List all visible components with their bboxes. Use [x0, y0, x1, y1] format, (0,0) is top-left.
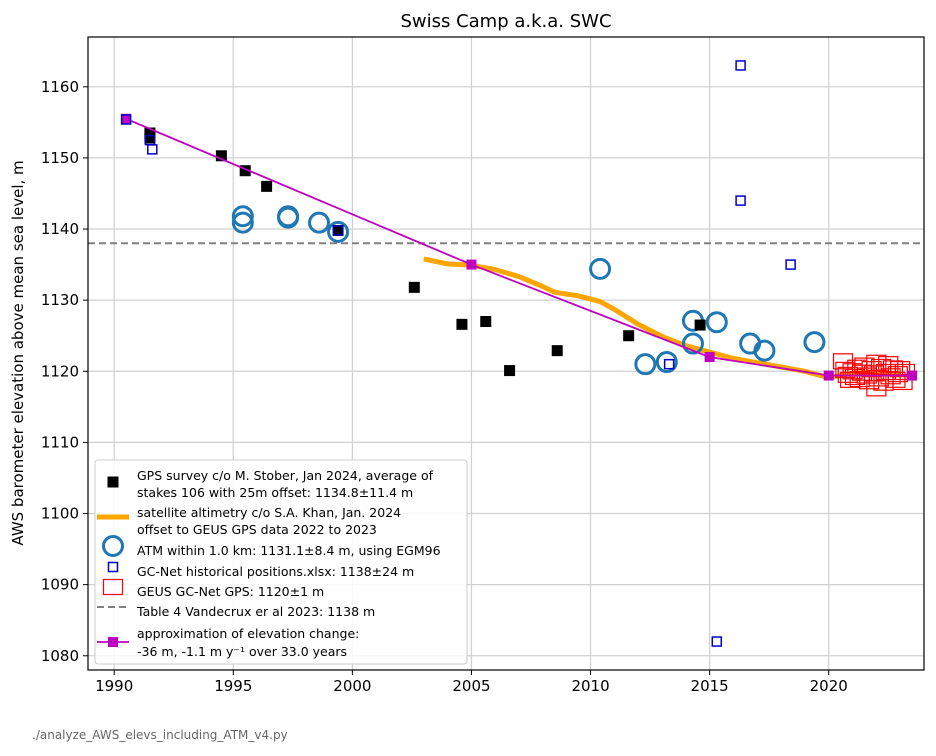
y-axis-label: AWS barometer elevation above mean sea l… [9, 160, 27, 545]
gps-survey-point [239, 165, 251, 177]
gcnet-historical-point [735, 195, 746, 206]
gcnet-historical-point [711, 636, 723, 647]
x-axis: 1990 1995 2000 2005 2010 2015 2020 [95, 670, 848, 695]
script-filename: ./analyze_AWS_elevs_including_ATM_v4.py [32, 728, 288, 742]
y-tick-label: 1140 [41, 220, 79, 238]
atm-point [327, 220, 350, 243]
legend-label: GEUS GC-Net GPS: 1120±1 m [137, 584, 324, 599]
y-tick-label: 1160 [41, 78, 79, 96]
y-tick-label: 1120 [41, 362, 79, 380]
gcnet-historical-point [663, 358, 675, 370]
atm-point [705, 311, 728, 334]
legend: GPS survey c/o M. Stober, Jan 2024, aver… [94, 459, 468, 665]
legend-swatch-marker [107, 561, 119, 573]
y-tick-label: 1130 [41, 291, 79, 309]
gcnet-historical-point [147, 144, 158, 155]
legend-entry-satellite: satellite altimetry c/o S.A. Khan, Jan. … [97, 505, 401, 537]
atm-point [681, 332, 704, 355]
gps-survey-point [215, 150, 227, 162]
atm-point [231, 205, 254, 228]
legend-label: Table 4 Vandecrux er al 2023: 1138 m [136, 604, 375, 619]
legend-swatch-marker [108, 637, 118, 647]
x-tick-label: 1990 [95, 677, 133, 695]
atm-point [803, 331, 826, 354]
geus-gps-point [892, 373, 913, 391]
legend-entry-gcnet_hist: GC-Net historical positions.xlsx: 1138±2… [107, 561, 414, 579]
legend-box [94, 459, 468, 665]
y-tick-label: 1100 [41, 505, 79, 523]
atm-point [655, 351, 678, 374]
legend-label: ATM within 1.0 km: 1131.1±8.4 m, using E… [137, 543, 441, 558]
gps-survey-point [332, 224, 344, 236]
x-tick-label: 2015 [691, 677, 729, 695]
x-tick-label: 2000 [333, 677, 371, 695]
legend-swatch-marker [102, 535, 124, 557]
gps-survey-point [623, 330, 635, 342]
geus-gps-point [890, 361, 911, 378]
legend-label: satellite altimetry c/o S.A. Khan, Jan. … [137, 505, 401, 520]
y-tick-label: 1080 [41, 647, 79, 665]
gps-survey-point [456, 318, 468, 330]
approximation-point [823, 370, 834, 381]
atm-point [753, 339, 776, 362]
y-tick-label: 1090 [41, 576, 79, 594]
y-tick-label: 1110 [41, 433, 79, 451]
atm-point [308, 211, 331, 234]
series-layer [120, 60, 918, 647]
legend-swatch-marker [102, 578, 124, 596]
legend-entry-gps_stober: GPS survey c/o M. Stober, Jan 2024, aver… [107, 468, 434, 500]
approximation-point [907, 370, 918, 381]
chart-title: Swiss Camp a.k.a. SWC [400, 11, 611, 32]
atm-point [277, 206, 300, 229]
approximation-line [125, 117, 913, 377]
gps-survey-point [480, 315, 492, 327]
legend-entry-approx: approximation of elevation change: -36 m,… [97, 626, 359, 659]
gps-survey-point [694, 319, 706, 331]
gps-survey-point [144, 132, 156, 144]
legend-label: approximation of elevation change: [137, 626, 359, 641]
plot-frame [87, 36, 925, 671]
legend-entry-atm: ATM within 1.0 km: 1131.1±8.4 m, using E… [102, 535, 441, 558]
legend-label: stakes 106 with 25m offset: 1134.8±11.4 … [137, 485, 413, 500]
approximation-point [466, 259, 477, 270]
gcnet-historical-point [735, 60, 746, 71]
gps-survey-point [504, 365, 516, 377]
gps-survey-point [408, 281, 420, 293]
approximation-point [121, 113, 132, 124]
gps-survey-point [261, 180, 273, 192]
x-tick-label: 1995 [214, 677, 252, 695]
y-tick-label: 1150 [41, 149, 79, 167]
gcnet-historical-point [332, 225, 344, 236]
legend-entry-geus_gps: GEUS GC-Net GPS: 1120±1 m [102, 578, 324, 599]
y-axis: 1080 1090 1100 1110 1120 1130 1140 1150 1160 [41, 78, 88, 665]
x-tick-label: 2020 [810, 677, 848, 695]
legend-label: GPS survey c/o M. Stober, Jan 2024, aver… [137, 468, 434, 483]
atm-point [589, 257, 612, 280]
atm-point [231, 211, 254, 234]
legend-label: -36 m, -1.1 m y⁻¹ over 33.0 years [137, 644, 347, 659]
gps-survey-point [551, 345, 563, 357]
legend-label: offset to GEUS GPS data 2022 to 2023 [137, 522, 377, 537]
gcnet-historical-point [785, 259, 796, 270]
legend-swatch-marker [107, 476, 119, 488]
geus-gps-point [866, 380, 887, 397]
approximation-point [704, 352, 715, 363]
legend-label: GC-Net historical positions.xlsx: 1138±2… [137, 564, 414, 579]
x-tick-label: 2010 [571, 677, 609, 695]
x-tick-label: 2005 [452, 677, 490, 695]
gcnet-historical-point [120, 114, 132, 125]
legend-entry-table4: Table 4 Vandecrux er al 2023: 1138 m [97, 604, 375, 619]
atm-point [634, 353, 657, 376]
